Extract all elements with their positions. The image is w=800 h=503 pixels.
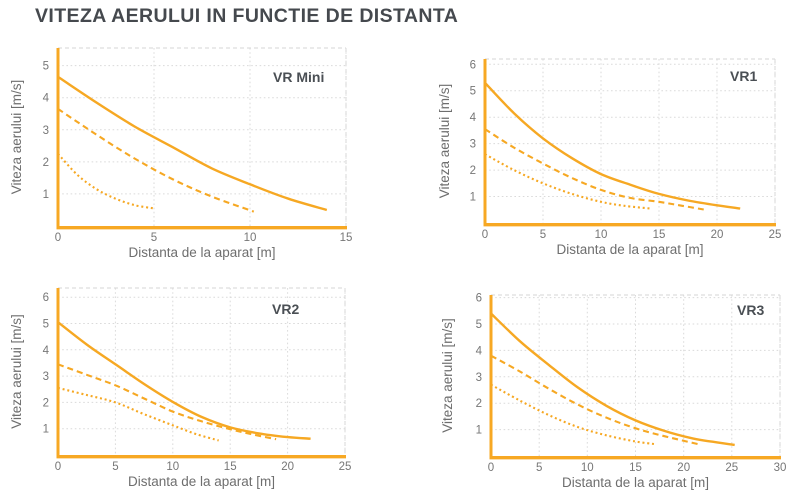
y-tick-label: 6	[476, 293, 482, 305]
series-dotted-curve	[57, 153, 155, 210]
x-tick-label: 10	[166, 461, 179, 473]
x-tick-label: 15	[653, 229, 666, 241]
chart-vr2: 1 2 3 4 5 6 0 5 10 15 20 25 Distanta de la aparat [m…	[9, 287, 352, 489]
series-dotted-curve	[484, 153, 650, 210]
x-tick-label: 25	[725, 462, 738, 474]
x-tick-label: 0	[55, 232, 61, 244]
chart-label: VR3	[737, 302, 764, 318]
y-axis-title: Viteza aerului [m/s]	[437, 84, 452, 199]
chart-vr1: 1 2 3 4 5 6 0 5 10 15 20 25 Distanta de la aparat [m…	[437, 58, 782, 257]
series-solid-curve	[57, 321, 311, 440]
y-tick-label: 4	[476, 345, 483, 357]
y-tick-label: 5	[43, 61, 49, 73]
y-tick-label: 6	[470, 59, 476, 71]
chart-label: VR2	[272, 301, 299, 317]
y-tick-label: 5	[476, 319, 482, 331]
series-dashed-curve	[57, 363, 277, 441]
x-tick-label: 0	[482, 229, 488, 241]
y-axis-title: Viteza aerului [m/s]	[9, 80, 24, 195]
series-solid-curve	[57, 75, 328, 212]
x-tick-label: 25	[339, 461, 352, 473]
y-tick-label: 4	[470, 112, 477, 124]
series-dotted-curve	[490, 383, 655, 446]
x-tick-label: 15	[340, 232, 353, 244]
y-tick-label: 5	[43, 319, 49, 331]
y-tick-label: 2	[476, 398, 482, 410]
x-axis-title: Distanta de la aparat [m]	[556, 242, 703, 257]
y-tick-label: 1	[476, 425, 482, 437]
x-tick-label: 30	[774, 462, 787, 474]
y-axis-title: Viteza aerului [m/s]	[9, 314, 24, 429]
series-dashed-curve	[57, 108, 255, 213]
x-tick-label: 20	[677, 462, 690, 474]
chart-label: VR Mini	[273, 69, 324, 85]
series-dotted-curve	[57, 386, 219, 442]
x-tick-label: 5	[151, 232, 157, 244]
y-axis-title: Viteza aerului [m/s]	[440, 318, 455, 433]
x-tick-label: 0	[488, 462, 494, 474]
y-tick-label: 4	[43, 345, 50, 357]
y-tick-label: 4	[43, 93, 50, 105]
x-tick-label: 15	[224, 461, 237, 473]
x-tick-label: 20	[711, 229, 724, 241]
y-tick-label: 1	[43, 189, 49, 201]
y-tick-label: 5	[470, 86, 476, 98]
x-tick-label: 25	[769, 229, 782, 241]
chart-vr3: 1 2 3 4 5 6 0 5 10 15 20 25 30 Distanta de la aparat …	[440, 293, 786, 490]
series-dashed-curve	[484, 128, 706, 211]
y-tick-label: 3	[43, 125, 49, 137]
y-tick-label: 3	[476, 372, 482, 384]
y-tick-label: 3	[470, 139, 476, 151]
x-axis-title: Distanta de la aparat [m]	[128, 245, 275, 260]
series-dashed-curve	[490, 354, 699, 446]
x-tick-label: 20	[281, 461, 294, 473]
x-axis-title: Distanta de la aparat [m]	[562, 475, 709, 490]
x-tick-label: 10	[595, 229, 608, 241]
x-tick-label: 5	[112, 461, 118, 473]
y-tick-label: 3	[43, 371, 49, 383]
chart-label: VR1	[730, 68, 757, 84]
y-tick-label: 2	[43, 157, 49, 169]
x-tick-label: 10	[244, 232, 257, 244]
x-tick-label: 0	[55, 461, 61, 473]
y-tick-label: 6	[43, 292, 49, 304]
y-tick-label: 1	[43, 424, 49, 436]
y-tick-label: 1	[470, 192, 476, 204]
x-tick-label: 10	[581, 462, 594, 474]
x-axis-title: Distanta de la aparat [m]	[128, 474, 275, 489]
y-tick-label: 2	[43, 397, 49, 409]
chart-vr-mini: 1 2 3 4 5 0 5 10 15 Distanta de la aparat [m] Vite…	[9, 47, 353, 260]
x-tick-label: 5	[536, 462, 542, 474]
x-tick-label: 15	[629, 462, 642, 474]
y-tick-label: 2	[470, 165, 476, 177]
series-solid-curve	[484, 81, 741, 210]
series-solid-curve	[490, 312, 735, 447]
x-tick-label: 5	[540, 229, 546, 241]
page-title: VITEZA AERULUI IN FUNCTIE DE DISTANTA	[35, 5, 459, 27]
